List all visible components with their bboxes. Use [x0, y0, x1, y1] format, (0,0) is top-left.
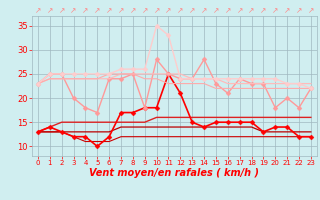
X-axis label: Vent moyen/en rafales ( km/h ): Vent moyen/en rafales ( km/h ) [89, 168, 260, 178]
